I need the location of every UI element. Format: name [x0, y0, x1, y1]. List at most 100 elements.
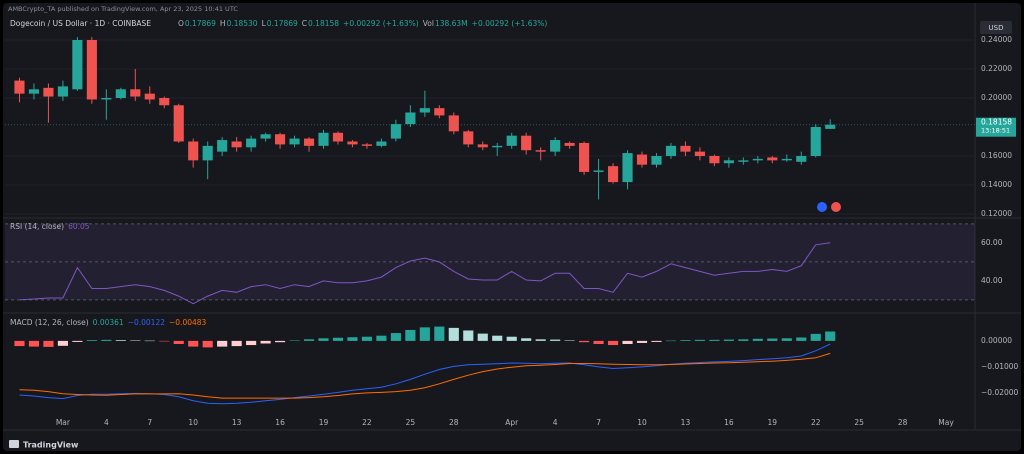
candle-body [303, 138, 315, 146]
macd-histogram-bar [622, 340, 633, 345]
macd-histogram-bar [303, 339, 315, 341]
candle-body [723, 160, 734, 164]
candle-body [564, 142, 575, 146]
macd-histogram-bar [521, 338, 532, 341]
candle-body [390, 124, 401, 139]
macd-histogram-bar [463, 330, 474, 341]
macd-histogram-bar [275, 340, 286, 343]
macd-histogram-bar [694, 339, 705, 341]
macd-histogram-bar [579, 340, 590, 343]
macd-histogram-bar [289, 340, 300, 341]
candle-body [448, 115, 459, 132]
macd-line [19, 352, 831, 399]
currency-button[interactable] [980, 21, 1012, 34]
macd-histogram-bar [217, 340, 228, 347]
y-tick-label: 0.20000 [981, 93, 1012, 102]
rsi-legend: RSI (14, close) 60.05 [10, 222, 90, 231]
candle-body [535, 150, 546, 152]
macd-histogram-bar [332, 337, 344, 341]
candle-body [361, 144, 373, 146]
candle-body [28, 89, 40, 94]
candle-body [825, 124, 836, 129]
panel [3, 3, 1021, 451]
macd-histogram-bar [86, 340, 97, 341]
candle-body [188, 141, 199, 161]
macd-histogram-bar [361, 336, 373, 341]
candle-body [636, 154, 648, 165]
event-icon [817, 202, 827, 212]
macd-histogram-bar [28, 340, 40, 347]
x-tick-label: 10 [188, 418, 198, 427]
macd-histogram-bar [376, 335, 387, 341]
candle-body [231, 141, 242, 148]
macd-histogram-bar [448, 327, 459, 341]
candle-body [72, 40, 83, 90]
macd-histogram-bar [550, 339, 561, 341]
candle-body [43, 87, 54, 97]
volume: 138.63M [435, 19, 468, 28]
change: +0.00292 (+1.63%) [343, 19, 419, 28]
macd-histogram-bar [781, 338, 792, 341]
ohlc-key: L [262, 19, 267, 28]
candle-body [260, 134, 271, 139]
x-tick-label: 13 [232, 418, 242, 427]
macd-histogram-bar [752, 338, 763, 341]
candle-body [275, 134, 286, 145]
candle-body [57, 86, 68, 97]
candle-body [622, 153, 633, 183]
candle-body [781, 158, 792, 161]
last-price-box [976, 117, 1016, 137]
x-tick-label: 10 [637, 418, 647, 427]
x-tick-label: Mar [56, 418, 71, 427]
candle-body [550, 140, 561, 152]
x-tick-label: 4 [553, 418, 558, 427]
candle-body [434, 108, 445, 116]
candle-body [738, 160, 749, 162]
macd-histogram-bar [680, 340, 691, 341]
macd-histogram-bar [564, 340, 575, 341]
candle-body [14, 80, 25, 94]
y-tick-label: 0.00000 [981, 336, 1012, 345]
macd-histogram-bar [390, 333, 401, 341]
x-tick-label: 13 [681, 418, 691, 427]
x-tick-label: 25 [406, 418, 416, 427]
candle-body [506, 135, 517, 146]
macd-histogram-bar [72, 340, 83, 342]
candle-body [405, 112, 416, 125]
candle-body [796, 155, 807, 162]
currency-label[interactable]: USD [989, 24, 1004, 32]
y-tick-label: −0.01000 [981, 362, 1019, 371]
y-tick-label: 0.22000 [981, 64, 1012, 73]
x-tick-label: 28 [898, 418, 908, 427]
candle-body [680, 145, 691, 152]
candle-body [463, 131, 474, 145]
ohlc-value: 0.17869 [267, 19, 298, 28]
macd-histogram-bar [825, 331, 836, 341]
y-tick-label: 0.14000 [981, 180, 1012, 189]
candle-body [318, 132, 329, 146]
macd-histogram-bar [796, 337, 807, 341]
ohlc-value: 0.18158 [308, 19, 339, 28]
macd-histogram-bar [607, 340, 619, 346]
rsi-title: RSI (14, close) [10, 222, 64, 231]
x-tick-label: 4 [104, 418, 109, 427]
macd-histogram-bar [405, 329, 416, 341]
candle-body [86, 40, 97, 100]
candle-body [477, 144, 488, 148]
macd-histogram-bar [723, 339, 734, 341]
macd-histogram-bar [144, 340, 155, 342]
macd-histogram-bar [738, 339, 749, 341]
candle-body [767, 157, 778, 161]
x-tick-label: 19 [768, 418, 778, 427]
macd-histogram-bar [477, 333, 488, 341]
candle-body [579, 142, 590, 172]
macd-histogram-bar [535, 339, 546, 341]
ohlc-value: 0.18530 [227, 19, 258, 28]
macd-histogram-bar [419, 327, 430, 341]
candle-body [709, 155, 720, 164]
candle-body [159, 97, 170, 106]
macd-title: MACD (12, 26, close) [10, 318, 89, 327]
candle-body [130, 89, 141, 97]
macd-histogram-bar [260, 340, 271, 344]
